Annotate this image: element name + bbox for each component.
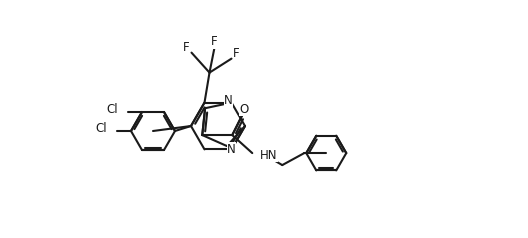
Text: F: F bbox=[233, 47, 240, 60]
Text: F: F bbox=[211, 35, 218, 48]
Text: Cl: Cl bbox=[106, 104, 118, 116]
Text: F: F bbox=[183, 41, 190, 54]
Text: O: O bbox=[240, 103, 249, 116]
Text: HN: HN bbox=[260, 149, 278, 162]
Text: N: N bbox=[224, 94, 233, 107]
Text: Cl: Cl bbox=[96, 123, 107, 135]
Text: N: N bbox=[227, 143, 236, 156]
